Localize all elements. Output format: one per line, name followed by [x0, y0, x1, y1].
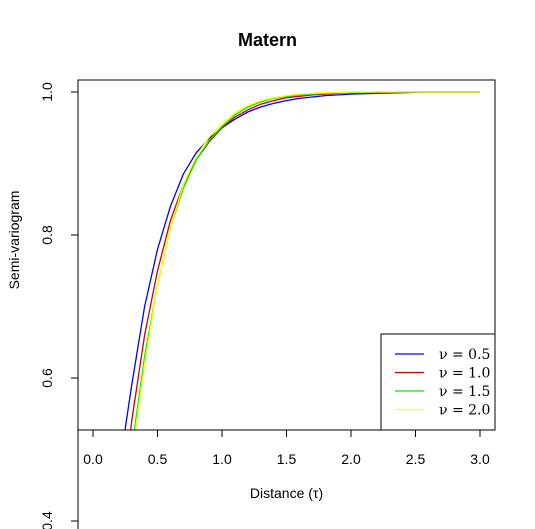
y-axis-label: Semi-variogram	[6, 190, 22, 290]
y-tick-label: 0.4	[39, 511, 55, 529]
y-tick-label: 0.6	[39, 368, 55, 388]
y-tick-label: 1.0	[39, 82, 55, 102]
x-axis-label: Distance (τ)	[249, 485, 324, 501]
x-tick-label: 0.5	[148, 451, 168, 467]
x-tick-label: 3.0	[470, 451, 490, 467]
series-line-1	[124, 91, 480, 430]
legend-label: ν = 1.5	[439, 384, 490, 400]
y-tick-label: 0.8	[39, 225, 55, 245]
legend-box	[380, 333, 496, 431]
chart-title: Matern	[237, 30, 297, 50]
legend-label: ν = 2.0	[439, 403, 490, 419]
x-tick-label: 2.5	[406, 451, 426, 467]
x-tick-label: 1.5	[277, 451, 297, 467]
legend-label: ν = 1.0	[439, 366, 490, 382]
x-tick-label: 1.0	[212, 451, 232, 467]
legend-label: ν = 0.5	[439, 347, 490, 363]
series-line-4	[134, 91, 480, 430]
x-tick-label: 0.0	[83, 451, 103, 467]
x-tick-label: 2.0	[341, 451, 361, 467]
